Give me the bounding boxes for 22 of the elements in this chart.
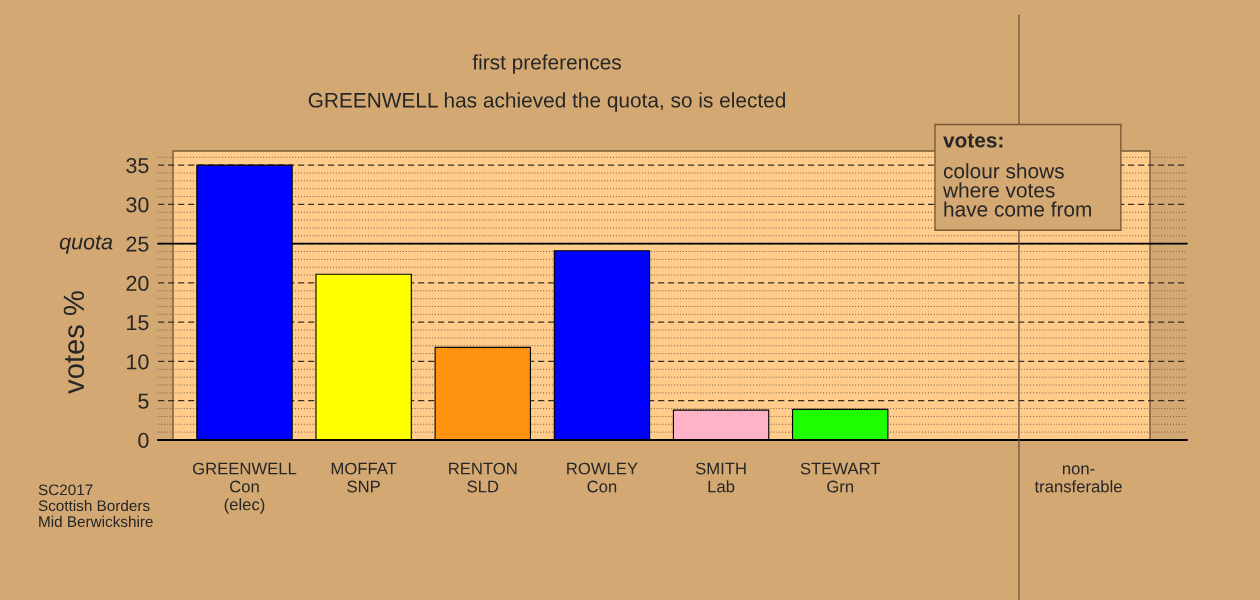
y-tick-label: 25 [126,236,149,252]
chart-subtitle: GREENWELL has achieved the quota, so is elected [308,92,785,112]
text: SC2017 Scottish Borders Mid Berwickshire [38,484,153,528]
y-tick-label: 5 [138,393,149,409]
x-tick-label: RENTON SLD [449,462,517,493]
y-tick-label: 0 [138,432,149,449]
y-axis-title: votes % [63,291,85,394]
y-tick-label: 10 [127,354,149,370]
x-tick-label: non- transferable [1034,465,1122,493]
annotation: colour shows where votes have come from [942,163,1091,217]
ref-line-label: quota [59,235,113,254]
x-tick-label: ROWLEY Con [567,462,638,493]
y-tick-label: 30 [126,197,149,213]
x-tick-label: MOFFAT SNP [331,462,397,493]
y-tick-label: 15 [127,315,149,331]
x-tick-label: STEWART Grn [800,462,881,493]
x-tick-label: GREENWELL Con (elec) [193,462,297,514]
y-tick-label: 20 [126,275,149,291]
y-tick-label: 35 [126,157,149,174]
x-tick-label: SMITH Lab [695,462,746,493]
chart-title: first preferences [472,54,621,74]
legend-title: votes: [943,133,1003,148]
